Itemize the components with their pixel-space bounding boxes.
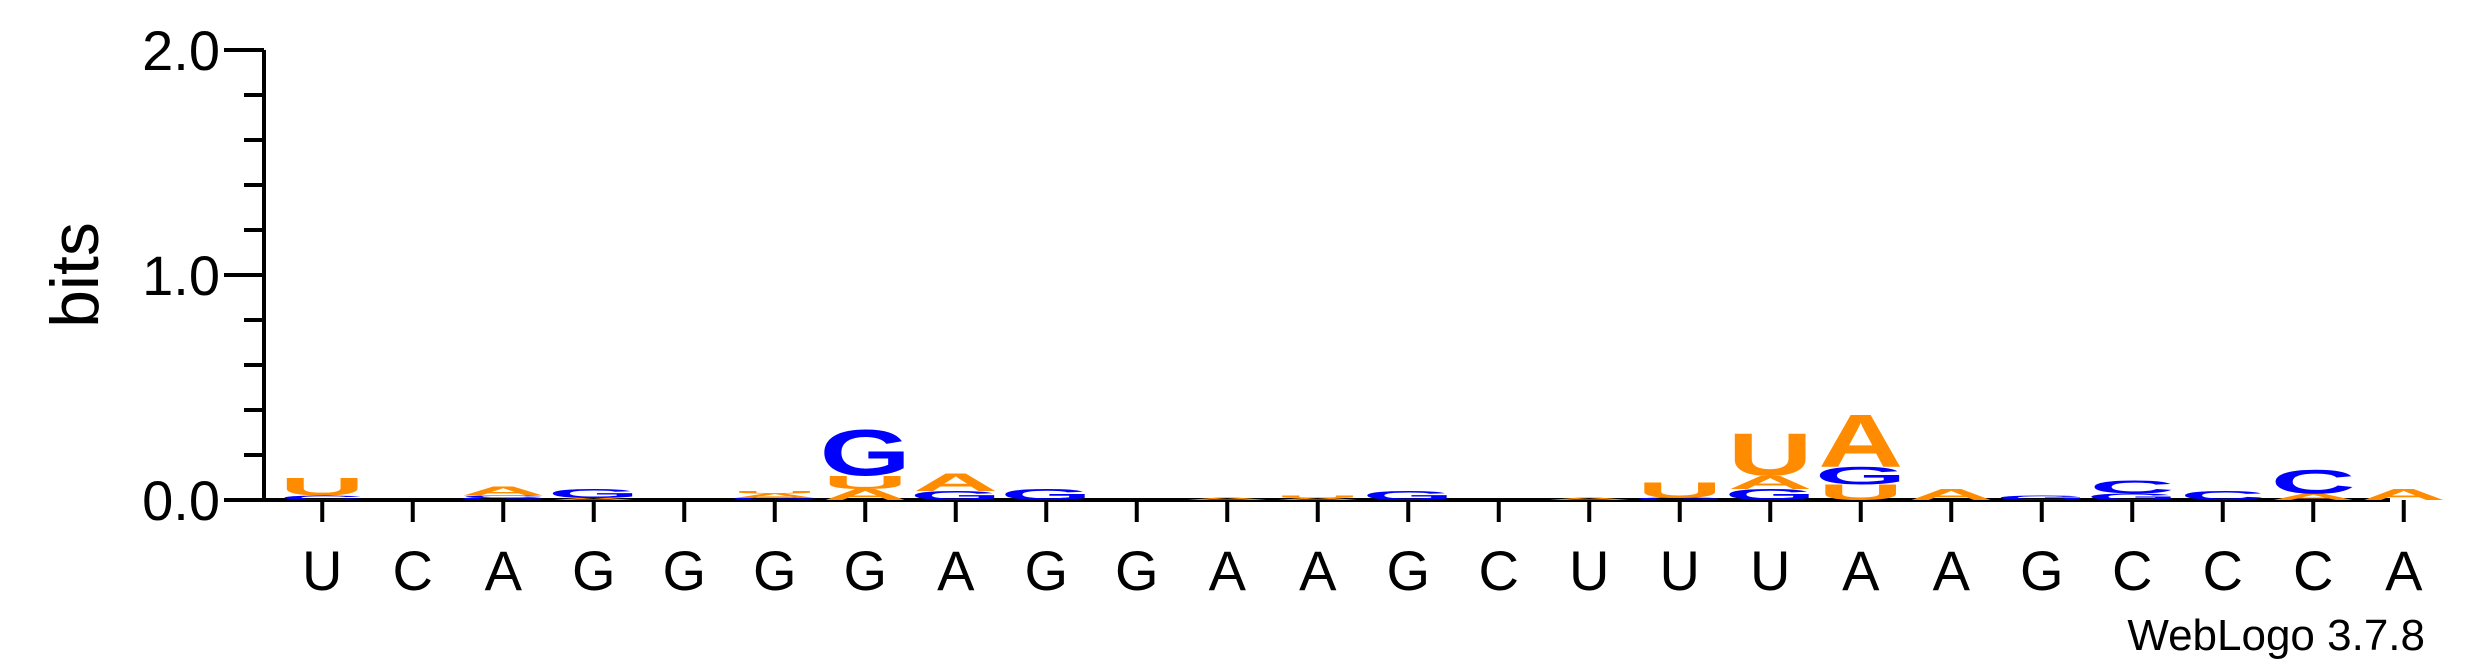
- position-stack: AU: [1275, 495, 1360, 501]
- x-tick-label: A: [1209, 539, 1247, 602]
- logo-letter-G: G: [1815, 462, 1906, 490]
- logo-letter-A: A: [1728, 472, 1813, 493]
- position-stack: G: [1996, 494, 2087, 501]
- position-stack: UGA: [1815, 398, 1906, 505]
- x-tick-label: A: [1842, 539, 1880, 602]
- logo-letter-A: A: [551, 497, 636, 501]
- position-stack: GC: [2087, 476, 2178, 502]
- logo-letter-C: C: [280, 494, 365, 501]
- logo-letter-C: C: [461, 495, 546, 499]
- logo-letter-A: A: [2271, 491, 2356, 502]
- logo-letter-A: A: [913, 468, 998, 496]
- logo-letter-G: G: [820, 416, 911, 489]
- position-stack: A: [2361, 486, 2446, 504]
- logo-letter-G: G: [548, 486, 639, 500]
- logo-letter-A: A: [823, 486, 908, 504]
- y-ticks: 0.0 1.0 2.0: [142, 19, 264, 532]
- logo-letter-A: A: [1185, 497, 1270, 501]
- position-stack: A: [1909, 486, 1994, 504]
- logo-letter-G: G: [1363, 489, 1454, 503]
- logo-letter-G: G: [1634, 497, 1725, 501]
- x-tick-label: G: [572, 539, 616, 602]
- x-tick-label: A: [937, 539, 975, 602]
- logo-letter-C: C: [2271, 462, 2356, 500]
- position-stack: GU: [1634, 478, 1725, 503]
- logo-letter-G: G: [910, 489, 1001, 503]
- x-tick-label: U: [1660, 539, 1700, 602]
- x-tick-label: A: [485, 539, 523, 602]
- position-stack: G: [1363, 489, 1454, 503]
- y-axis-label: bits: [37, 222, 113, 328]
- x-tick-label: A: [1933, 539, 1971, 602]
- logo-letter-A: A: [461, 484, 546, 498]
- weblogo-credit: WebLogo 3.7.8: [2127, 611, 2425, 660]
- logo-letter-C: C: [2090, 476, 2175, 497]
- y-tick-label: 0.0: [142, 469, 220, 532]
- x-tick-label: G: [1115, 539, 1159, 602]
- logo-letter-G: G: [729, 497, 820, 501]
- logo-letter-U: U: [280, 473, 365, 501]
- x-tick-label: G: [843, 539, 887, 602]
- logo-letter-C: C: [2180, 489, 2265, 503]
- logo-letter-G: G: [2087, 491, 2178, 502]
- position-stack: GA: [910, 468, 1001, 502]
- x-tick-label: C: [2203, 539, 2243, 602]
- y-minor-ticks: [244, 48, 264, 457]
- logo-letter-A: A: [732, 492, 817, 499]
- x-tick-label: C: [393, 539, 433, 602]
- position-stack: AG: [548, 486, 639, 500]
- logo-letter-G: G: [458, 497, 549, 501]
- position-stack: CU: [280, 473, 365, 501]
- x-tick-label: C: [2293, 539, 2333, 602]
- x-tick-label: G: [1024, 539, 1068, 602]
- position-stack: A: [1547, 497, 1632, 501]
- logo-letter-U: U: [1637, 478, 1722, 503]
- x-tick-label: G: [1386, 539, 1430, 602]
- x-tick-label: U: [1569, 539, 1609, 602]
- logo-letter-A: A: [2361, 486, 2446, 504]
- y-tick-label: 1.0: [142, 244, 220, 307]
- position-stack: A: [1185, 497, 1270, 501]
- x-tick-label: U: [302, 539, 342, 602]
- position-stack: GAU: [1725, 421, 1816, 503]
- x-tick-label: G: [2020, 539, 2064, 602]
- logo-letter-A: A: [1547, 497, 1632, 501]
- position-stack: G: [1001, 486, 1092, 504]
- logo-letter-G: G: [1725, 486, 1816, 504]
- logo-letter-A: A: [1909, 486, 1994, 504]
- x-tick-label: C: [1479, 539, 1519, 602]
- x-tick-label: A: [1299, 539, 1337, 602]
- x-tick-label: G: [753, 539, 797, 602]
- logo-letter-U: U: [1728, 421, 1813, 488]
- x-tick-label: A: [2385, 539, 2423, 602]
- logo-letter-U: U: [732, 490, 817, 494]
- y-tick-label: 2.0: [142, 19, 220, 82]
- position-stack: GAU: [729, 490, 820, 500]
- logo-letter-G: G: [1996, 494, 2087, 501]
- logo-letter-A: A: [1818, 398, 1903, 482]
- x-tick-label: U: [1750, 539, 1790, 602]
- logo-letter-U: U: [1818, 480, 1903, 505]
- logo-letter-G: G: [1001, 486, 1092, 504]
- logo-letter-A: A: [1275, 497, 1360, 501]
- x-tick-label: C: [2112, 539, 2152, 602]
- position-stack: AC: [2271, 462, 2356, 502]
- position-stack: AUG: [820, 416, 911, 503]
- logo-letter-U: U: [823, 472, 908, 493]
- position-stack: C: [2180, 489, 2265, 503]
- x-tick-label: G: [662, 539, 706, 602]
- position-stack: GCA: [458, 484, 549, 501]
- logo-letter-U: U: [1275, 495, 1360, 499]
